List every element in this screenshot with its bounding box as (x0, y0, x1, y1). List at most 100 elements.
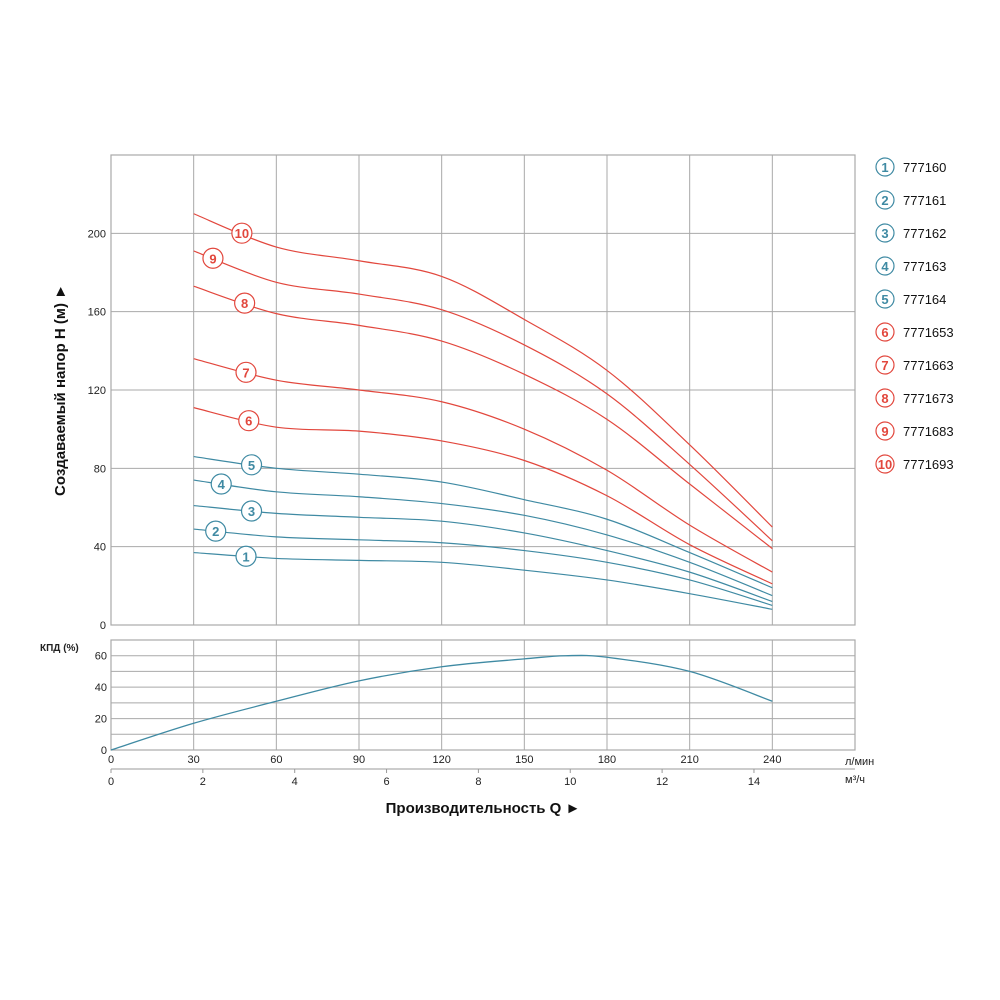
efficiency-curve-group (110, 654, 773, 751)
curve-badge-6: 6 (238, 410, 260, 432)
legend-badge-number: 8 (881, 391, 888, 406)
badge-circle (234, 292, 256, 314)
head-curve-9 (193, 250, 773, 542)
x-tick-label-m3h: 2 (200, 776, 206, 788)
legend-badge-number: 6 (881, 325, 888, 340)
legend-badge-number: 9 (881, 424, 888, 439)
head-curve-4 (193, 479, 773, 597)
head-curve-10 (193, 213, 773, 528)
legend-badge-circle (875, 157, 895, 177)
badge-number: 10 (235, 226, 249, 241)
legend-badge-circle (875, 388, 895, 408)
badge-number: 1 (242, 549, 249, 564)
legend-badge-circle (875, 421, 895, 441)
badge-circle (235, 361, 257, 383)
efficiency-plot-frame (110, 639, 856, 751)
legend-item-7771663: 7 7771663 (875, 355, 954, 375)
badge-number: 2 (212, 524, 219, 539)
badge-number: 3 (248, 504, 255, 519)
y-tick-label: 40 (94, 542, 106, 554)
x-tick-label-m3h: 4 (292, 776, 298, 788)
badge-circle (235, 545, 257, 567)
y-tick-label: 120 (88, 385, 106, 397)
x-tick-label-m3h: 12 (656, 776, 668, 788)
legend-badge-number: 5 (881, 292, 888, 307)
legend-label: 777164 (903, 292, 946, 307)
legend-item-777162: 3 777162 (875, 223, 946, 243)
legend: 1 777160 2 777161 3 777162 4 777163 5 777164 6 7771… (875, 157, 954, 474)
badge-circle (240, 454, 263, 476)
efficiency-axis-title: КПД (%) (40, 643, 79, 654)
efficiency-curve (110, 654, 773, 751)
badge-circle (240, 500, 263, 522)
curve-badge-10: 10 (231, 222, 253, 244)
efficiency-tick-label: 0 (101, 745, 107, 757)
legend-item-7771693: 10 7771693 (875, 454, 954, 474)
legend-label: 7771673 (903, 391, 954, 406)
y-tick-label: 0 (100, 620, 106, 632)
legend-badge-number: 3 (881, 226, 888, 241)
legend-label: 777160 (903, 160, 946, 175)
head-curve-2 (193, 528, 773, 606)
x-tick-label-lmin: 240 (763, 754, 781, 766)
head-curve-1 (193, 551, 773, 610)
legend-label: 777162 (903, 226, 946, 241)
curve-badge-9: 9 (202, 247, 224, 269)
x-tick-label-m3h: 6 (383, 776, 389, 788)
x-tick-label-lmin: 120 (432, 754, 450, 766)
legend-item-7771653: 6 7771653 (875, 322, 954, 342)
legend-label: 7771663 (903, 358, 954, 373)
curve-badge-5: 5 (240, 454, 263, 476)
legend-item-7771683: 9 7771683 (875, 421, 954, 441)
legend-badge-circle (875, 223, 895, 243)
legend-badge-number: 1 (881, 160, 888, 175)
legend-label: 7771683 (903, 424, 954, 439)
badge-number: 4 (218, 477, 226, 492)
legend-label: 7771653 (903, 325, 954, 340)
grid (110, 154, 856, 773)
badge-circle (238, 410, 260, 432)
x-tick-label-lmin: 0 (108, 754, 114, 766)
legend-badge-circle (875, 322, 895, 342)
legend-badge-circle (875, 454, 895, 474)
curve-badge-7: 7 (235, 361, 257, 383)
legend-label: 777161 (903, 193, 946, 208)
badge-circle (210, 473, 232, 495)
legend-item-777164: 5 777164 (875, 289, 946, 309)
legend-label: 777163 (903, 259, 946, 274)
x-tick-label-m3h: 8 (475, 776, 481, 788)
x-tick-label-m3h: 14 (748, 776, 760, 788)
legend-badge-circle (875, 256, 895, 276)
badge-circle (205, 520, 227, 542)
y-tick-label: 200 (88, 228, 106, 240)
efficiency-tick-label: 60 (95, 651, 107, 663)
legend-item-7771673: 8 7771673 (875, 388, 954, 408)
curve-badge-4: 4 (210, 473, 232, 495)
x-tick-label-m3h: 0 (108, 776, 114, 788)
curve-badge-1: 1 (235, 545, 257, 567)
legend-item-777160: 1 777160 (875, 157, 946, 177)
head-curve-8 (193, 285, 773, 550)
head-curve-6 (193, 407, 773, 585)
legend-badge-circle (875, 190, 895, 210)
head-curve-5 (193, 455, 773, 589)
x-tick-label-m3h: 10 (564, 776, 576, 788)
legend-item-777163: 4 777163 (875, 256, 946, 276)
x-tick-label-lmin: 90 (353, 754, 365, 766)
x-tick-label-lmin: 180 (598, 754, 616, 766)
x-tick-label-lmin: 150 (515, 754, 533, 766)
x-tick-label-lmin: 30 (188, 754, 200, 766)
legend-badge-number: 2 (881, 193, 888, 208)
badge-number: 8 (241, 296, 248, 311)
badge-number: 7 (242, 365, 249, 380)
x-unit-lmin: л/мин (845, 756, 874, 768)
head-curves (193, 213, 773, 610)
x-unit-m3h: м³/ч (845, 774, 865, 786)
x-tick-label-lmin: 210 (680, 754, 698, 766)
legend-badge-number: 10 (878, 457, 892, 472)
legend-label: 7771693 (903, 457, 954, 472)
legend-item-777161: 2 777161 (875, 190, 946, 210)
y-axis-title: Создаваемый напор H (м) ► (52, 284, 69, 496)
badge-number: 6 (245, 414, 252, 429)
